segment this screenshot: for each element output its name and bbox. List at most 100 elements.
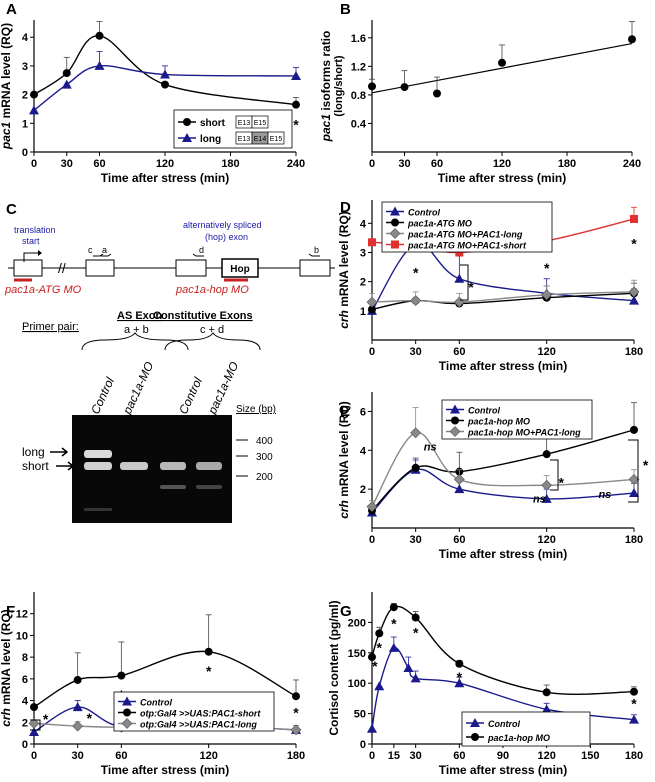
x-tick-label: 180 (625, 534, 643, 546)
exon-5 (299, 259, 331, 277)
x-tick-label: 180 (287, 750, 305, 762)
y-tick-label: 2 (360, 484, 366, 496)
y-tick-label: 3 (22, 61, 28, 73)
y-tick-label: 6 (22, 674, 28, 686)
band-long-label: long (22, 445, 45, 459)
panel-letter-c: C (6, 201, 17, 218)
data-point (389, 603, 398, 612)
y-tick-label: 12 (16, 609, 28, 621)
legend-label: pac1a-ATG MO+PAC1-short (407, 241, 527, 251)
data-point (204, 647, 213, 656)
x-tick-label: 120 (537, 346, 555, 358)
legend-exon-label: E13 (238, 136, 251, 143)
data-point (291, 70, 301, 80)
as-exon-pair: a + b (124, 324, 149, 336)
y-axis-label: Cortisol content (pg/ml) (327, 600, 341, 735)
legend-label: pac1a-hop MO (487, 733, 550, 743)
legend-marker (471, 733, 479, 741)
y-tick-label: 4 (22, 32, 29, 44)
data-point (366, 501, 378, 513)
bracket-e-mid (550, 459, 559, 491)
legend-label: Control (488, 719, 520, 729)
atg-mo-label: pac1a-ATG MO (4, 284, 82, 296)
primer-pair-label: Primer pair: (22, 321, 79, 333)
data-point (388, 642, 399, 652)
x-tick-label: 180 (558, 158, 576, 170)
legend-box (461, 711, 591, 747)
panel-letter: A (6, 1, 17, 18)
translation-start-arrow (23, 252, 38, 262)
y-axis-label: crh mRNA level (RQ) (337, 211, 351, 329)
legend-exon (251, 115, 269, 129)
ns-label: ns (424, 441, 437, 453)
data-point (290, 724, 302, 736)
legend-label: Control (468, 406, 500, 416)
x-tick-label: 0 (31, 158, 37, 170)
size-title: Size (bp) (236, 404, 276, 415)
x-tick-label: 0 (369, 346, 375, 358)
y-axis-label: pac1 mRNA level (RQ) (0, 23, 13, 150)
data-point (542, 450, 551, 459)
legend-marker (123, 708, 131, 717)
data-point (375, 629, 384, 638)
y-axis-label: crh mRNA level (RQ) (0, 609, 13, 727)
y-tick-label: 8 (22, 652, 28, 664)
band-lane2-short (120, 462, 148, 470)
x-tick-label: 60 (115, 750, 127, 762)
legend-box (113, 691, 275, 732)
data-point (542, 688, 551, 697)
legend-box (381, 201, 553, 253)
significance-star: * (413, 264, 419, 280)
data-point (541, 479, 553, 491)
y-axis-label-2: (long/short) (333, 55, 345, 116)
data-point (411, 463, 420, 472)
lane-3-label: Control (176, 375, 205, 416)
data-point (30, 90, 38, 99)
x-axis-label: Time after stress (min) (101, 763, 230, 777)
const-pair: c + d (200, 324, 224, 336)
significance-star: * (544, 260, 550, 276)
label-part: mRNA level (RQ) (0, 23, 13, 122)
panel-b: B 0 30 60 120 180 240 0.4 0.8 1.2 1.6 Time after st… (319, 1, 641, 185)
label-part: crh (337, 310, 351, 329)
legend-label: pac1a-ATG MO (407, 219, 472, 229)
series-line (33, 65, 297, 111)
y-axis-label: crh mRNA level (RQ) (337, 401, 351, 519)
data-point (117, 671, 126, 680)
data-point (374, 681, 385, 691)
x-tick-label: 120 (199, 750, 217, 762)
y-tick-label: 1.6 (351, 33, 366, 45)
band-lane4-short (196, 462, 222, 470)
data-point (410, 427, 422, 439)
x-tick-label: 30 (72, 750, 84, 762)
legend-label: pac1a-hop MO (467, 417, 530, 427)
x-tick-label: 120 (493, 158, 511, 170)
primer-d: d (199, 245, 204, 255)
ns-label: ns (598, 489, 611, 501)
y-tick-label: 0 (22, 739, 28, 751)
series-line (33, 35, 297, 106)
legend-marker (389, 228, 401, 239)
data-point (29, 105, 39, 115)
y-tick-label: 150 (348, 648, 366, 660)
data-point (541, 493, 552, 503)
legend-marker (451, 416, 459, 425)
bracket-f (30, 719, 41, 731)
significance-star: * (643, 457, 649, 473)
arrow-short-icon (56, 461, 75, 471)
bracket-d (460, 264, 469, 301)
x-tick-label: 30 (398, 158, 410, 170)
band-lane4-low (196, 485, 222, 489)
x-axis-label: Time after stress (min) (438, 171, 567, 185)
data-point (367, 723, 377, 733)
data-point (541, 704, 552, 714)
significance-star: * (558, 474, 564, 490)
band-lane1-long (84, 450, 112, 458)
data-point (368, 653, 376, 662)
y-tick-label: 10 (16, 630, 28, 642)
x-tick-label: 120 (537, 534, 555, 546)
data-point (400, 83, 409, 92)
legend-box (441, 399, 593, 440)
